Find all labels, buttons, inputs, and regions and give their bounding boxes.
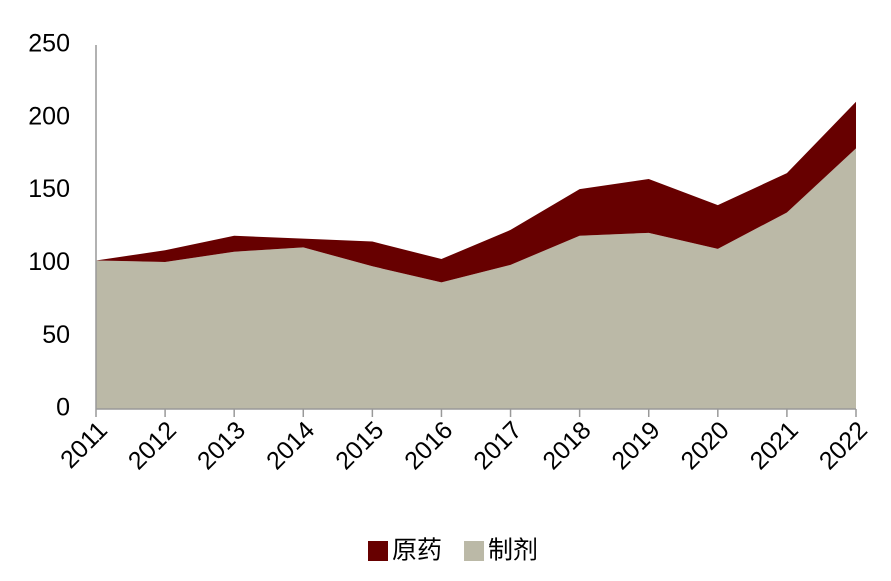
x-tick-label: 2015 [330, 416, 389, 475]
y-tick-label: 0 [56, 394, 70, 422]
x-tick-label: 2021 [745, 416, 804, 475]
legend-swatch [464, 541, 485, 561]
x-tick-label: 2017 [468, 416, 527, 475]
x-tick-label: 2013 [192, 416, 251, 475]
x-tick-label: 2022 [814, 416, 873, 475]
x-tick-label: 2011 [55, 416, 113, 474]
y-tick-label: 150 [28, 175, 70, 203]
x-tick-label: 2019 [607, 416, 666, 475]
area [96, 148, 856, 409]
x-tick-label: 2014 [261, 416, 320, 475]
legend-label: 制剂 [488, 537, 538, 565]
y-tick-label: 50 [42, 321, 70, 349]
x-tick-label: 2012 [123, 416, 182, 475]
legend-label: 原药 [392, 537, 442, 565]
x-tick-label: 2020 [676, 416, 735, 475]
x-tick-label: 2018 [537, 416, 596, 475]
x-tick-label: 2016 [399, 416, 458, 475]
area [96, 101, 856, 283]
y-tick-label: 200 [28, 102, 70, 130]
y-tick-label: 100 [28, 248, 70, 276]
y-tick-label: 250 [28, 30, 70, 58]
legend: 原药 制剂 [368, 537, 538, 565]
legend-swatch [368, 541, 388, 561]
